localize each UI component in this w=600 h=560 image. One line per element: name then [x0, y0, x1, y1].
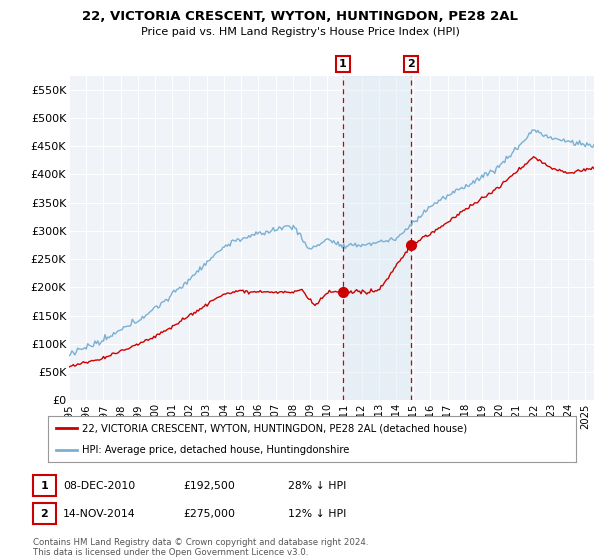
Text: Price paid vs. HM Land Registry's House Price Index (HPI): Price paid vs. HM Land Registry's House …	[140, 27, 460, 37]
Text: HPI: Average price, detached house, Huntingdonshire: HPI: Average price, detached house, Hunt…	[82, 445, 350, 455]
Text: 14-NOV-2014: 14-NOV-2014	[63, 508, 136, 519]
Text: Contains HM Land Registry data © Crown copyright and database right 2024.
This d: Contains HM Land Registry data © Crown c…	[33, 538, 368, 557]
Text: 1: 1	[339, 59, 347, 69]
Text: 28% ↓ HPI: 28% ↓ HPI	[288, 480, 346, 491]
Text: 12% ↓ HPI: 12% ↓ HPI	[288, 508, 346, 519]
Text: 08-DEC-2010: 08-DEC-2010	[63, 480, 135, 491]
Text: 1: 1	[41, 480, 48, 491]
Bar	[343, 76, 411, 400]
Text: 2: 2	[41, 508, 48, 519]
Text: 22, VICTORIA CRESCENT, WYTON, HUNTINGDON, PE28 2AL: 22, VICTORIA CRESCENT, WYTON, HUNTINGDON…	[82, 10, 518, 23]
Text: £192,500: £192,500	[183, 480, 235, 491]
Text: 22, VICTORIA CRESCENT, WYTON, HUNTINGDON, PE28 2AL (detached house): 22, VICTORIA CRESCENT, WYTON, HUNTINGDON…	[82, 423, 467, 433]
Text: 2: 2	[407, 59, 415, 69]
Text: £275,000: £275,000	[183, 508, 235, 519]
